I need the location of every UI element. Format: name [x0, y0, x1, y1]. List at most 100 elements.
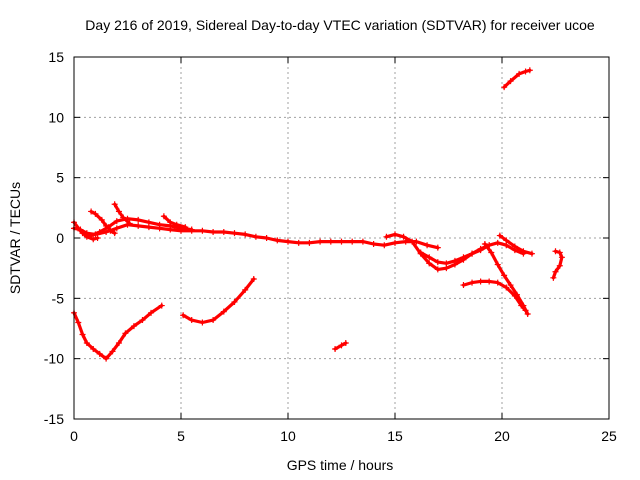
data-point-marker: [359, 238, 366, 245]
y-tick-label: -5: [52, 290, 65, 306]
data-point-marker: [115, 208, 122, 215]
series-line: [113, 202, 132, 226]
data-point-marker: [139, 317, 146, 324]
data-point-marker: [188, 317, 195, 324]
series-line: [551, 249, 564, 280]
data-point-marker: [327, 238, 334, 245]
data-point-marker: [501, 272, 508, 279]
data-point-marker: [488, 249, 495, 256]
data-point-marker: [145, 219, 152, 226]
data-point-marker: [79, 331, 86, 338]
data-point-marker: [556, 262, 563, 269]
data-point-marker: [556, 249, 563, 256]
data-point-marker: [460, 282, 467, 289]
data-point-marker: [83, 233, 90, 240]
data-point-marker: [338, 342, 345, 349]
x-tick-label: 25: [601, 428, 617, 444]
series-early-drop: [88, 208, 118, 237]
data-point-marker: [90, 236, 97, 243]
data-point-marker: [285, 238, 291, 245]
data-point-marker: [486, 278, 493, 285]
chart-title: Day 216 of 2019, Sidereal Day-to-day VTE…: [85, 17, 595, 33]
data-point-marker: [263, 235, 270, 241]
data-point-marker: [434, 266, 441, 273]
data-point-marker: [109, 348, 116, 355]
data-point-marker: [494, 279, 501, 286]
data-point-marker: [503, 284, 510, 291]
data-point-marker: [111, 230, 118, 237]
data-point-marker: [511, 292, 518, 299]
y-axis-label: SDTVAR / TECUs: [7, 182, 23, 294]
data-point-marker: [317, 238, 324, 245]
data-point-marker: [409, 238, 416, 245]
data-point-marker: [210, 317, 217, 324]
data-point-marker: [75, 319, 82, 326]
data-point-marker: [135, 222, 142, 229]
y-tick-label: -10: [44, 351, 64, 367]
data-point-marker: [434, 259, 441, 266]
x-tick-label: 20: [494, 428, 510, 444]
data-point-marker: [111, 201, 118, 208]
data-point-marker: [370, 241, 377, 248]
data-point-marker: [173, 221, 180, 228]
data-point-marker: [210, 228, 217, 235]
series-line: [483, 242, 530, 316]
data-point-marker: [231, 230, 238, 237]
x-tick-labels: 0 5 10 15 20 25: [70, 428, 617, 444]
data-point-marker: [295, 239, 302, 246]
data-point-marker: [220, 228, 227, 235]
series-dip-16h: [417, 242, 493, 267]
data-point-marker: [381, 242, 388, 249]
data-point-marker: [400, 233, 407, 240]
data-point-marker: [503, 237, 510, 244]
series-short-19h: [460, 278, 529, 314]
data-point-marker: [469, 250, 476, 257]
y-tick-labels: -15 -10 -5 0 5 10 15: [44, 49, 64, 427]
data-point-marker: [477, 247, 484, 254]
data-point-marker: [107, 227, 114, 234]
x-tick-label: 15: [387, 428, 403, 444]
data-point-marker: [126, 220, 133, 227]
data-point-marker: [180, 312, 187, 319]
series-line: [181, 277, 256, 325]
data-point-marker: [156, 221, 163, 228]
series-drop-20h: [496, 232, 535, 257]
series-short-12h: [332, 339, 349, 353]
data-point-marker: [443, 260, 450, 267]
data-point-marker: [188, 226, 195, 233]
data-point-marker: [77, 227, 84, 234]
data-point-marker: [182, 224, 189, 231]
data-point-marker: [220, 308, 227, 315]
data-point-marker: [477, 278, 484, 285]
series-dip-0h: [71, 302, 165, 362]
data-point-marker: [160, 213, 167, 220]
data-point-marker: [252, 233, 259, 240]
data-point-marker: [424, 242, 431, 249]
data-point-marker: [94, 235, 101, 241]
data-point-marker: [120, 214, 127, 221]
plot-frame: [73, 56, 610, 420]
data-point-marker: [460, 254, 467, 261]
data-point-marker: [494, 239, 501, 246]
data-point-marker: [426, 254, 433, 261]
data-point-marker: [496, 232, 503, 239]
data-point-marker: [522, 307, 529, 314]
data-point-marker: [242, 231, 249, 238]
series-hump-4h: [160, 213, 189, 231]
data-point-marker: [526, 67, 533, 74]
data-point-marker: [518, 302, 525, 309]
data-point-marker: [130, 323, 137, 330]
series-early-arc: [71, 219, 101, 243]
data-point-marker: [516, 70, 523, 77]
data-point-marker: [92, 210, 99, 217]
x-axis-label: GPS time / hours: [287, 457, 394, 473]
data-point-marker: [113, 218, 120, 225]
data-point-marker: [550, 274, 557, 281]
x-tick-label: 10: [280, 428, 296, 444]
data-point-marker: [338, 238, 345, 245]
data-point-marker: [528, 250, 535, 257]
data-point-marker: [481, 241, 488, 248]
data-point-marker: [113, 225, 120, 232]
data-point-marker: [250, 276, 257, 283]
data-point-marker: [96, 228, 103, 235]
